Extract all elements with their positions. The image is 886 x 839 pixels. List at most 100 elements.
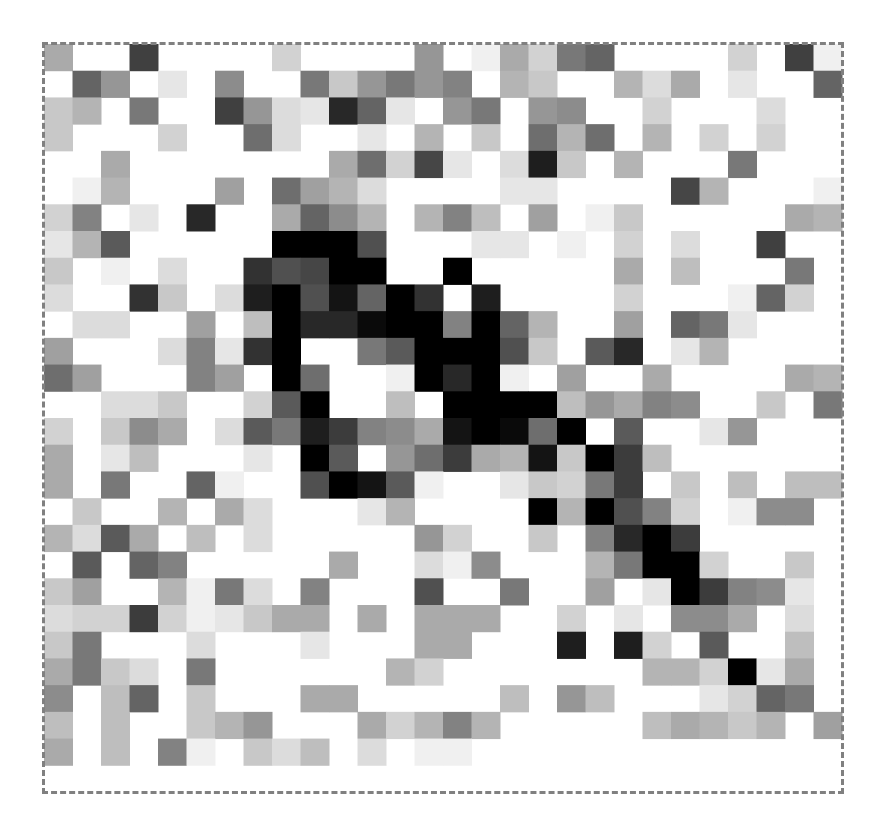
pixel-cell bbox=[756, 231, 786, 259]
pixel-cell bbox=[44, 605, 73, 633]
pixel-cell bbox=[785, 578, 814, 606]
pixel-cell bbox=[500, 337, 529, 366]
pixel-cell bbox=[300, 257, 330, 285]
pixel-cell bbox=[443, 418, 472, 446]
pixel-cell bbox=[72, 364, 102, 392]
pixel-cell bbox=[614, 418, 643, 446]
pixel-cell bbox=[101, 605, 130, 633]
pixel-cell bbox=[243, 498, 273, 526]
pixel-cell bbox=[386, 97, 415, 125]
pixel-cell bbox=[272, 418, 301, 446]
pixel-cell bbox=[386, 70, 415, 98]
pixel-cell bbox=[243, 711, 273, 740]
pixel-cell bbox=[443, 711, 472, 740]
pixel-cell bbox=[813, 204, 843, 232]
pixel-cell bbox=[158, 257, 187, 285]
pixel-cell bbox=[101, 70, 130, 98]
pixel-cell bbox=[813, 711, 843, 740]
pixel-cell bbox=[699, 605, 729, 633]
pixel-cell bbox=[414, 284, 444, 312]
pixel-cell bbox=[243, 738, 273, 766]
pixel-cell bbox=[728, 418, 757, 446]
pixel-cell bbox=[699, 418, 729, 446]
pixel-cell bbox=[671, 471, 700, 499]
pixel-cell bbox=[528, 70, 558, 98]
pixel-cell bbox=[642, 124, 672, 152]
pixel-cell bbox=[642, 631, 672, 659]
pixel-cell bbox=[72, 70, 102, 98]
pixel-cell bbox=[101, 231, 130, 259]
pixel-cell bbox=[500, 70, 529, 98]
pixel-cell bbox=[585, 551, 615, 579]
pixel-cell bbox=[528, 444, 558, 472]
pixel-cell bbox=[329, 177, 358, 205]
pixel-cell bbox=[357, 70, 387, 98]
pixel-cell bbox=[129, 658, 159, 686]
pixel-cell bbox=[44, 578, 73, 606]
pixel-cell bbox=[129, 284, 159, 312]
pixel-cell bbox=[357, 471, 387, 499]
pixel-cell bbox=[386, 150, 415, 179]
pixel-cell bbox=[329, 444, 358, 472]
pixel-cell bbox=[614, 498, 643, 526]
pixel-cell bbox=[300, 311, 330, 339]
pixel-cell bbox=[357, 311, 387, 339]
pixel-cell bbox=[186, 631, 216, 659]
pixel-cell bbox=[642, 364, 672, 392]
pixel-cell bbox=[614, 257, 643, 285]
pixel-cell bbox=[386, 658, 415, 686]
pixel-cell bbox=[101, 150, 130, 179]
pixel-cell bbox=[414, 444, 444, 472]
pixel-cell bbox=[101, 685, 130, 713]
pixel-cell bbox=[471, 44, 501, 72]
pixel-cell bbox=[414, 631, 444, 659]
pixel-cell bbox=[72, 605, 102, 633]
pixel-cell bbox=[528, 97, 558, 125]
pixel-cell bbox=[300, 605, 330, 633]
pixel-cell bbox=[186, 204, 216, 232]
pixel-cell bbox=[215, 284, 244, 312]
pixel-cell bbox=[272, 337, 301, 366]
pixel-cell bbox=[585, 44, 615, 72]
pixel-cell bbox=[471, 231, 501, 259]
pixel-cell bbox=[699, 711, 729, 740]
pixel-cell bbox=[357, 284, 387, 312]
pixel-cell bbox=[44, 337, 73, 366]
pixel-cell bbox=[813, 177, 843, 205]
pixel-cell bbox=[44, 44, 73, 72]
pixel-cell bbox=[785, 498, 814, 526]
pixel-cell bbox=[614, 444, 643, 472]
pixel-cell bbox=[215, 418, 244, 446]
pixel-cell bbox=[585, 685, 615, 713]
pixel-cell bbox=[699, 658, 729, 686]
pixel-cell bbox=[699, 124, 729, 152]
pixel-cell bbox=[357, 605, 387, 633]
pixel-cell bbox=[158, 551, 187, 579]
pixel-cell bbox=[243, 97, 273, 125]
pixel-cell bbox=[414, 738, 444, 766]
pixel-cell bbox=[785, 551, 814, 579]
pixel-cell bbox=[471, 204, 501, 232]
pixel-cell bbox=[642, 711, 672, 740]
pixel-cell bbox=[101, 711, 130, 740]
pixel-cell bbox=[300, 284, 330, 312]
pixel-cell bbox=[129, 524, 159, 553]
pixel-cell bbox=[300, 738, 330, 766]
pixel-cell bbox=[500, 44, 529, 72]
pixel-cell bbox=[443, 551, 472, 579]
pixel-cell bbox=[44, 444, 73, 472]
pixel-cell bbox=[243, 391, 273, 419]
pixel-cell bbox=[272, 605, 301, 633]
pixel-cell bbox=[101, 738, 130, 766]
pixel-cell bbox=[585, 391, 615, 419]
pixel-cell bbox=[443, 444, 472, 472]
pixel-cell bbox=[158, 498, 187, 526]
pixel-cell bbox=[642, 551, 672, 579]
pixel-cell bbox=[129, 444, 159, 472]
pixel-cell bbox=[101, 444, 130, 472]
pixel-cell bbox=[728, 711, 757, 740]
pixel-cell bbox=[614, 150, 643, 179]
pixel-cell bbox=[813, 391, 843, 419]
pixel-cell bbox=[215, 177, 244, 205]
